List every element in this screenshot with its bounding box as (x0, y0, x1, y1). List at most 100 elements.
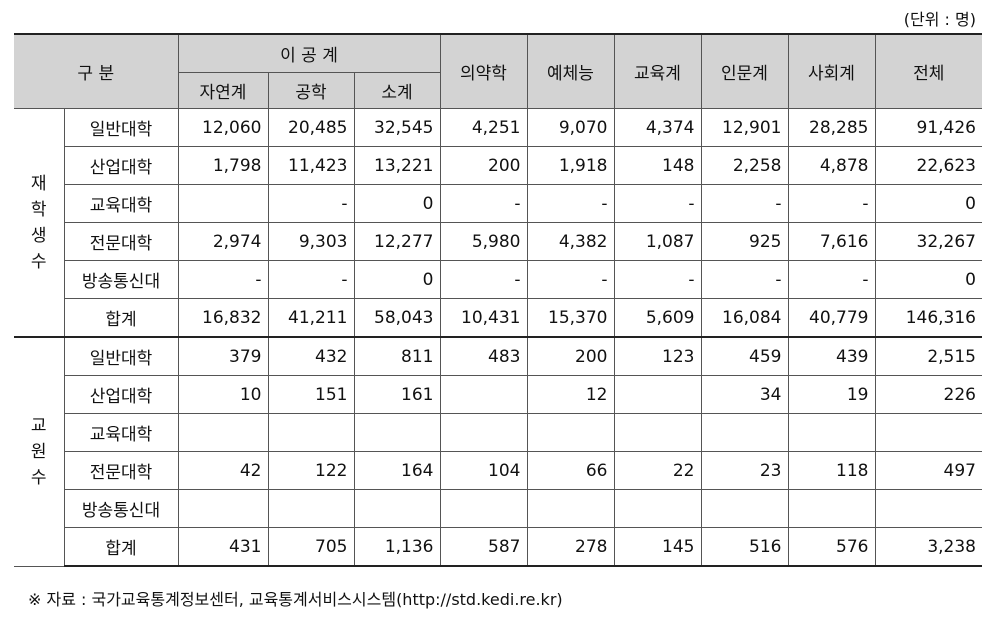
table-cell (613, 375, 702, 414)
row-label: 산업대학 (64, 375, 179, 414)
table-cell (439, 489, 528, 528)
table-cell: 23 (700, 451, 789, 490)
table-cell: 0 (874, 184, 982, 223)
table-cell (700, 413, 789, 452)
table-cell: 15,370 (526, 298, 615, 338)
table-cell: 0 (874, 260, 982, 299)
header-medicine: 의약학 (439, 33, 528, 109)
table-cell: 11,423 (267, 146, 355, 185)
row-label: 교육대학 (64, 184, 179, 223)
table-cell: 10,431 (439, 298, 528, 338)
table-cell: 431 (177, 527, 269, 567)
table-cell: 32,267 (874, 222, 982, 261)
table-cell: 104 (439, 451, 528, 490)
table-cell: 1,918 (526, 146, 615, 185)
table-cell: - (613, 260, 702, 299)
table-row: 합계 16,832 41,211 58,043 10,431 15,370 5,609 16,… (14, 298, 982, 338)
header-natural: 자연계 (178, 72, 269, 109)
header-category: 구 분 (14, 33, 179, 109)
table-cell: 1,798 (177, 146, 269, 185)
table-cell: 151 (267, 375, 355, 414)
table-cell: - (177, 260, 269, 299)
table-row: 교육대학 (14, 413, 982, 452)
table-cell: 4,374 (613, 108, 702, 147)
table-cell (267, 489, 355, 528)
table-cell: - (267, 260, 355, 299)
table-cell: 10 (177, 375, 269, 414)
header-engineering: 공학 (267, 72, 355, 109)
section-label-text: 재학생수 (30, 173, 47, 272)
table-cell (787, 489, 876, 528)
table-cell (353, 489, 441, 528)
section-label: 교원수 (14, 336, 65, 567)
header-social: 사회계 (787, 33, 876, 109)
table-cell: 2,515 (874, 336, 982, 376)
table-row: 방송통신대 - -0- - - - -0 (14, 260, 982, 299)
header-education: 교육계 (613, 33, 702, 109)
table-cell: 200 (526, 336, 615, 376)
table-cell (787, 413, 876, 452)
table-cell: 13,221 (353, 146, 441, 185)
section-label-text: 교원수 (30, 415, 47, 488)
unit-note: (단위 : 명) (903, 10, 976, 29)
header-science-group: 이 공 계 (177, 33, 441, 73)
table-row: 교원수 일반대학 379 432 811 483 200 123 459 439 2,515 (14, 336, 982, 567)
table-cell: - (267, 184, 355, 223)
row-label: 방송통신대 (64, 260, 179, 299)
table-cell (177, 184, 269, 223)
table-cell: 4,878 (787, 146, 876, 185)
table-body: 재학생수 일반대학 12,060 20,485 32,545 4,251 9,070 4,37… (14, 108, 982, 567)
table-row: 재학생수 일반대학 12,060 20,485 32,545 4,251 9,070 4,37… (14, 108, 982, 338)
table-row: 전문대학 2,974 9,303 12,277 5,980 4,382 1,087 925 7,… (14, 222, 982, 261)
table-cell: 91,426 (874, 108, 982, 147)
table-cell: 146,316 (874, 298, 982, 338)
table-cell (526, 489, 615, 528)
table-cell (526, 413, 615, 452)
table-cell: 2,258 (700, 146, 789, 185)
table-cell: - (787, 184, 876, 223)
table-row: 합계 431 705 1,136 587 278 145 516 576 3,238 (14, 527, 982, 567)
table-cell: 925 (700, 222, 789, 261)
row-label: 합계 (64, 298, 179, 338)
table-cell (613, 489, 702, 528)
table-cell: 12,277 (353, 222, 441, 261)
header-subtotal: 소계 (353, 72, 440, 109)
table-cell: 4,382 (526, 222, 615, 261)
table-row: 교육대학 -0- - - - -0 (14, 184, 982, 223)
table-cell: 5,980 (439, 222, 528, 261)
table-cell: 22 (613, 451, 702, 490)
table-cell: 41,211 (267, 298, 355, 338)
table-cell: - (439, 260, 528, 299)
table-cell (874, 413, 982, 452)
table-row: 전문대학 42 122 164 104 66 22 23 118 497 (14, 451, 982, 490)
table-cell (439, 413, 528, 452)
table-cell: 20,485 (267, 108, 355, 147)
table-cell: 123 (613, 336, 702, 376)
table-cell: 432 (267, 336, 355, 376)
table-cell: 705 (267, 527, 355, 567)
table-cell: 379 (177, 336, 269, 376)
table-cell: - (700, 260, 789, 299)
table-cell: 22,623 (874, 146, 982, 185)
table-cell: - (613, 184, 702, 223)
row-label: 합계 (64, 527, 179, 567)
table-row: 산업대학 1,798 11,423 13,221 200 1,918 148 2,258 4,8… (14, 146, 982, 185)
table-cell: 118 (787, 451, 876, 490)
table-cell (700, 489, 789, 528)
table-cell (439, 375, 528, 414)
table-cell: 516 (700, 527, 789, 567)
row-label: 전문대학 (64, 222, 179, 261)
row-label: 일반대학 (63, 336, 179, 376)
table-cell: 459 (700, 336, 789, 376)
table-cell: 587 (439, 527, 528, 567)
row-label: 방송통신대 (64, 489, 179, 528)
table-cell: - (439, 184, 528, 223)
statistics-table: 구 분 이 공 계 의약학 예체능 교육계 인문계 사회계 전체 자연계 공학 … (14, 33, 982, 567)
table-cell: 497 (874, 451, 982, 490)
table-cell: 16,832 (177, 298, 269, 338)
row-label: 일반대학 (63, 108, 179, 147)
table-cell: - (526, 184, 615, 223)
table-cell: 66 (526, 451, 615, 490)
table-cell (177, 489, 269, 528)
table-cell: 28,285 (787, 108, 876, 147)
